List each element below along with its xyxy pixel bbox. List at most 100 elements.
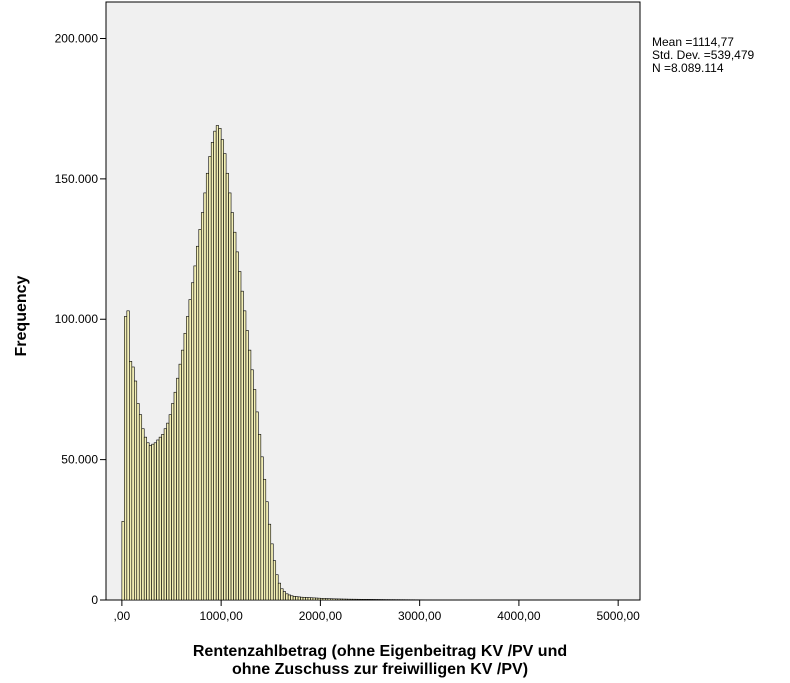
histogram-bar [131,366,135,601]
histogram-bar [312,597,316,601]
histogram-bar [121,521,125,601]
histogram-bar [253,389,257,601]
histogram-bar [258,434,262,601]
histogram-bar [302,597,306,601]
histogram-bar [292,596,296,601]
histogram-bar [334,598,339,601]
histogram-bar [200,212,205,601]
histogram-bar [263,478,267,601]
histogram-bar [213,130,217,601]
histogram-bar [310,597,314,601]
histogram-bar [138,414,143,601]
x-axis-title-line-1: Rentenzahlbetrag (ohne Eigenbeitrag KV /… [192,643,568,660]
histogram-bar [250,369,254,601]
histogram-bar [240,290,244,601]
histogram-bar [320,598,324,601]
histogram-bar [270,543,274,601]
histogram-bar [290,595,294,601]
histogram-bar [215,125,219,601]
histogram-bar [248,349,252,601]
histogram-bar [300,596,304,601]
histogram-bar [235,251,239,601]
histogram-bar [295,596,299,601]
histogram-bar [198,229,202,601]
histogram-bar [173,391,177,601]
histogram-bar [178,363,182,601]
histogram-bar [265,501,269,601]
histogram-bar [267,523,272,601]
histogram-bar [191,282,195,601]
histogram-bar [136,403,140,601]
x-axis-title-line-2: ohne Zuschuss zur freiwilligen KV /PV) [231,661,529,678]
histogram-bar [228,192,232,601]
histogram-bar [347,598,351,601]
histogram-bar [317,597,321,601]
histogram-bar [359,598,363,601]
histogram-bar [369,599,373,601]
histogram-bar [223,153,227,601]
histogram-bar [364,599,368,601]
histogram-bar [344,598,348,601]
histogram-bar [339,598,344,601]
histogram-bar [282,591,286,601]
histogram-bar [297,596,301,601]
histogram-bar [148,445,152,601]
histogram-bar [327,598,331,601]
histogram-bar [337,598,341,601]
histogram-bar [124,316,128,601]
histogram-bar [133,380,138,601]
histogram-bar [156,439,160,601]
x-tick-label: 2000,00 [299,609,343,623]
x-tick-label: 1000,00 [199,609,243,623]
x-tick-label: ,00 [114,609,131,623]
histogram-bar [146,442,150,601]
histogram-bar [287,594,291,601]
histogram-bar [307,597,311,601]
histogram-bar [205,172,210,601]
histogram-bar [220,139,224,601]
histogram-bar [141,428,145,601]
histogram-bar [277,582,281,601]
histogram-bar [186,316,190,601]
histogram-bar [272,560,277,601]
histogram-bar [325,598,329,601]
histogram-bar [193,265,197,601]
histogram-bar [357,598,361,601]
histogram-bar [280,588,284,601]
histogram-bar [183,332,187,601]
histogram-bar [208,156,212,601]
histogram-bar [354,598,358,601]
histogram-bar [285,593,289,601]
y-axis-title: Frequency [13,275,30,357]
histogram-bar [153,442,157,601]
histogram-bar [151,443,155,601]
histogram-bar [171,403,175,601]
histogram-bar [260,456,264,601]
y-tick-label: 50.000 [61,453,98,467]
stat-n: N =8.089.114 [652,61,724,75]
x-axis-title: Rentenzahlbetrag (ohne Eigenbeitrag KV /… [100,643,660,679]
y-tick-label: 100.000 [55,312,99,326]
histogram-bar [245,330,249,601]
histogram-bar [349,598,353,601]
histogram-bar [255,411,259,601]
x-tick-label: 4000,00 [497,609,541,623]
histogram-bar [196,245,200,601]
histogram-bar [362,599,366,601]
y-tick-label: 200.000 [55,31,99,45]
x-tick-label: 5000,00 [596,609,640,623]
histogram-bar [377,599,381,601]
histogram-bar [129,361,133,601]
histogram-bar [342,598,346,601]
stat-mean: Mean =1114,77 [652,35,734,49]
y-tick-label: 0 [91,593,98,607]
stat-std-dev: Std. Dev. =539,479 [652,48,755,62]
histogram-bar [243,310,247,601]
histogram-bar [210,142,214,601]
histogram-bar [218,128,222,601]
histogram-bar [372,599,376,601]
histogram-bar [143,436,147,601]
histogram-bar [166,422,170,601]
histogram-bar [176,377,180,601]
